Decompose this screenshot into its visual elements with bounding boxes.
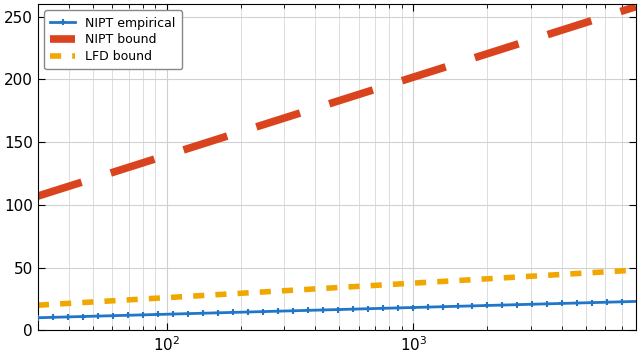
LFD bound [106,299,114,303]
LFD bound [229,292,237,296]
NIPT empirical [106,314,114,318]
NIPT empirical [468,304,476,308]
LFD bound [466,278,474,282]
NIPT bound [106,171,114,175]
LFD bound [410,281,418,285]
NIPT bound [466,57,474,62]
LFD bound [468,277,476,282]
NIPT empirical [632,299,639,304]
NIPT empirical [410,305,418,310]
NIPT bound [632,5,639,9]
NIPT bound [229,132,237,136]
Line: NIPT empirical: NIPT empirical [35,298,639,321]
Legend: NIPT empirical, NIPT bound, LFD bound: NIPT empirical, NIPT bound, LFD bound [44,10,182,69]
NIPT bound [271,119,278,123]
LFD bound [632,268,639,272]
Line: NIPT bound: NIPT bound [38,7,636,196]
NIPT empirical [229,310,237,315]
NIPT bound [468,56,476,61]
LFD bound [271,289,278,294]
NIPT empirical [466,304,474,308]
NIPT empirical [34,316,42,320]
Line: LFD bound: LFD bound [38,270,636,305]
NIPT empirical [271,309,278,313]
NIPT bound [410,75,418,79]
LFD bound [34,303,42,307]
NIPT bound [34,194,42,198]
